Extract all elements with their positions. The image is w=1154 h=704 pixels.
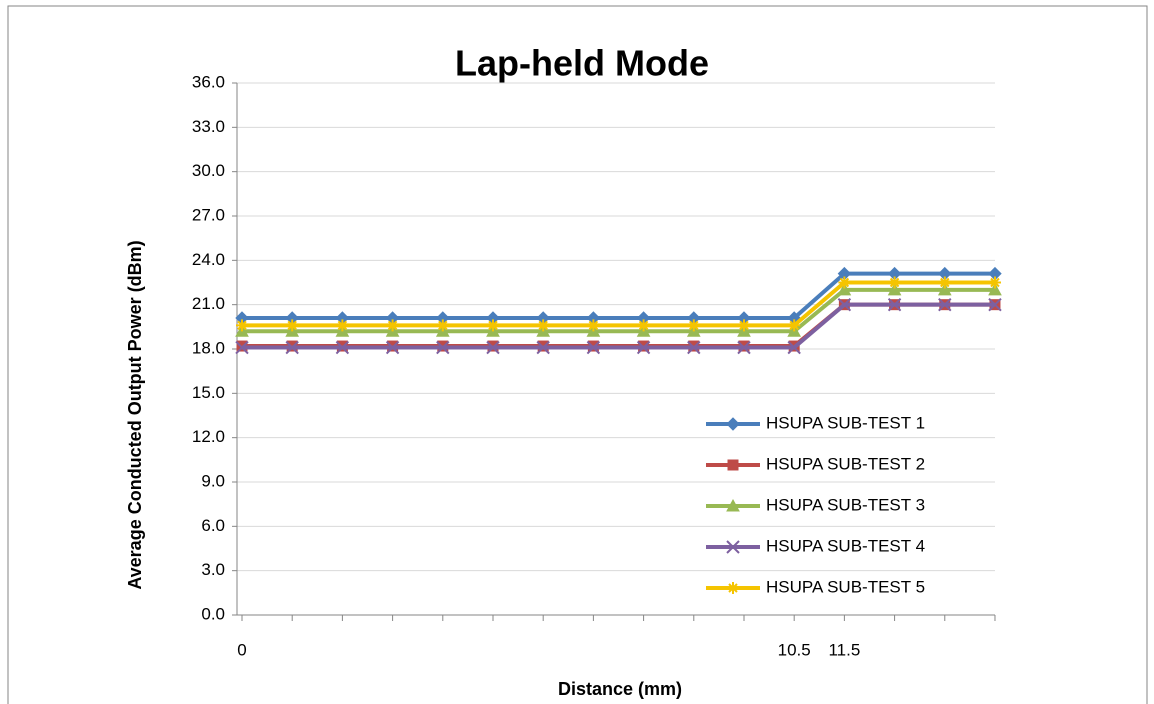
marker — [937, 282, 952, 296]
marker — [286, 319, 299, 332]
y-tick-label: 0.0 — [201, 604, 225, 623]
x-axis-label: Distance (mm) — [558, 679, 682, 699]
series-line — [242, 271, 995, 320]
marker — [636, 340, 651, 355]
y-tick-label: 33.0 — [192, 117, 225, 136]
legend-label: HSUPA SUB-TEST 1 — [766, 413, 925, 432]
y-tick-label: 12.0 — [192, 427, 225, 446]
marker — [536, 340, 550, 355]
marker — [587, 319, 600, 332]
marker — [335, 340, 350, 355]
y-tick-label: 18.0 — [192, 338, 225, 357]
marker — [988, 276, 1001, 289]
series-line — [242, 302, 995, 350]
chart-border — [7, 5, 1148, 704]
series-line — [242, 287, 995, 334]
marker — [726, 498, 740, 512]
marker — [887, 282, 902, 296]
y-tick-label: 27.0 — [192, 205, 225, 224]
marker — [687, 340, 701, 355]
marker — [838, 276, 851, 289]
marker — [837, 282, 852, 296]
y-tick-label: 24.0 — [192, 250, 225, 269]
marker — [887, 297, 902, 312]
marker — [988, 282, 1002, 296]
marker — [285, 340, 299, 355]
marker — [436, 319, 449, 332]
marker — [938, 276, 951, 289]
series-line — [242, 280, 995, 328]
x-tick-label: 0 — [237, 640, 246, 659]
marker — [726, 417, 740, 431]
y-tick-label: 9.0 — [201, 471, 225, 490]
legend-label: HSUPA SUB-TEST 2 — [766, 454, 925, 473]
y-tick-label: 3.0 — [201, 560, 225, 579]
x-tick-label: 10.5 — [778, 640, 811, 659]
marker — [988, 297, 1002, 312]
marker — [788, 319, 801, 332]
marker — [888, 276, 901, 289]
marker — [386, 319, 399, 332]
y-tick-label: 21.0 — [192, 294, 225, 313]
marker — [236, 319, 248, 332]
marker — [737, 340, 751, 355]
marker — [486, 340, 500, 355]
y-tick-label: 6.0 — [201, 516, 225, 535]
x-tick-label: 11.5 — [828, 640, 860, 659]
y-tick-label: 30.0 — [192, 161, 225, 180]
marker — [436, 340, 450, 355]
legend-label: HSUPA SUB-TEST 4 — [766, 536, 925, 555]
y-tick-label: 15.0 — [192, 383, 225, 402]
legend-label: HSUPA SUB-TEST 3 — [766, 495, 925, 514]
marker — [385, 340, 400, 355]
marker — [336, 319, 349, 332]
marker — [486, 319, 499, 332]
y-tick-label: 36.0 — [192, 72, 225, 91]
marker — [938, 297, 952, 312]
marker — [727, 582, 739, 594]
marker — [235, 340, 249, 355]
marker — [737, 319, 750, 332]
chart-title: Lap-held Mode — [455, 43, 709, 84]
marker — [726, 540, 740, 554]
marker — [537, 319, 550, 332]
marker — [837, 297, 852, 312]
marker — [787, 340, 801, 355]
marker — [637, 319, 650, 332]
marker — [586, 340, 601, 355]
legend-label: HSUPA SUB-TEST 5 — [766, 577, 925, 596]
y-axis-label: Average Conducted Output Power (dBm) — [125, 240, 145, 589]
marker — [727, 459, 739, 471]
marker — [687, 319, 700, 332]
